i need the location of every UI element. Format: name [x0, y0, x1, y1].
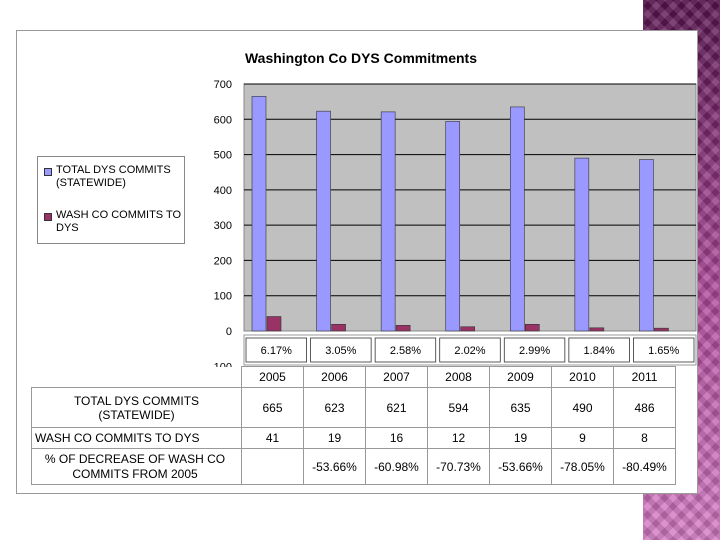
year-header: 2010: [551, 366, 614, 388]
table-cell: -80.49%: [613, 448, 676, 485]
table-cell: 41: [241, 427, 304, 449]
percent-label: 3.05%: [325, 345, 356, 357]
bar-wash-co-2006: [331, 323, 346, 332]
bar-total-2011: [639, 159, 654, 332]
percent-box: [503, 337, 566, 363]
percent-box: [633, 337, 695, 363]
bar-wash-co-2007: [395, 325, 411, 332]
legend-label-total: TOTAL DYS COMMITS (STATEWIDE): [56, 164, 171, 189]
year-header: 2007: [365, 366, 428, 388]
table-cell: 594: [427, 387, 490, 428]
bar-total-2005: [251, 96, 267, 332]
bar-total-2008: [445, 121, 461, 332]
bar-wash-co-2011: [654, 327, 669, 332]
table-cell: -70.73%: [427, 448, 490, 485]
row-label-decrease: % OF DECREASE OF WASH CO COMMITS FROM 20…: [31, 448, 242, 485]
bar-total-2009: [509, 106, 525, 332]
y-tick-label: 700: [214, 79, 232, 91]
data-table: 2005 2006 2007 2008 2009 2010 2011 TOTAL…: [31, 366, 676, 485]
table-cell: -53.66%: [303, 448, 366, 485]
table-row: TOTAL DYS COMMITS (STATEWIDE) 665 623 62…: [31, 387, 676, 428]
table-cell: -60.98%: [365, 448, 428, 485]
table-cell: 19: [489, 427, 552, 449]
y-tick-label: 300: [214, 220, 232, 232]
table-cell: 621: [365, 387, 428, 428]
bar-wash-co-2010: [589, 327, 605, 332]
y-tick-label: 0: [226, 326, 232, 338]
y-tick-label: 200: [214, 255, 232, 267]
legend-item-wash-co: WASH CO COMMITS TO DYS: [44, 209, 188, 235]
chart-title: Washington Co DYS Commitments: [245, 50, 477, 66]
y-tick-label: 600: [214, 114, 232, 126]
percent-box: [439, 337, 501, 363]
percent-label: 6.17%: [261, 345, 292, 357]
table-cell: 486: [613, 387, 676, 428]
y-tick-label: 400: [214, 185, 232, 197]
table-row: WASH CO COMMITS TO DYS 41 19 16 12 19 9 …: [31, 427, 676, 449]
percent-label: 2.58%: [390, 345, 421, 357]
table-cell: 623: [303, 387, 366, 428]
chart-legend: TOTAL DYS COMMITS (STATEWIDE) WASH CO CO…: [37, 156, 185, 244]
bar-total-2010: [574, 157, 590, 332]
table-cell: 12: [427, 427, 490, 449]
table-header-row: 2005 2006 2007 2008 2009 2010 2011: [31, 366, 676, 388]
year-header: 2006: [303, 366, 366, 388]
table-cell: 16: [365, 427, 428, 449]
plot-area: [243, 83, 697, 332]
table-row: % OF DECREASE OF WASH CO COMMITS FROM 20…: [31, 448, 676, 485]
table-cell: 490: [551, 387, 614, 428]
year-header: 2011: [613, 366, 676, 388]
legend-label-wash-co: WASH CO COMMITS TO DYS: [56, 209, 182, 234]
table-cell: 635: [489, 387, 552, 428]
bar-total-2007: [380, 111, 396, 332]
table-cell: [241, 448, 304, 485]
row-label-text: % OF DECREASE OF WASH CO COMMITS FROM 20…: [44, 451, 226, 481]
y-tick-label: 500: [214, 150, 232, 162]
table-cell: 8: [613, 427, 676, 449]
percent-label: 2.02%: [454, 345, 485, 357]
legend-swatch-total: [44, 168, 52, 176]
percent-box: [568, 337, 630, 363]
percent-label: 2.99%: [519, 345, 550, 357]
legend-swatch-wash-co: [44, 213, 52, 221]
table-cell: 19: [303, 427, 366, 449]
percent-label: 1.84%: [584, 345, 615, 357]
table-cell: -53.66%: [489, 448, 552, 485]
table-corner: [31, 366, 242, 388]
legend-item-total: TOTAL DYS COMMITS (STATEWIDE): [44, 164, 188, 190]
bar-wash-co-2008: [460, 326, 476, 332]
table-cell: 665: [241, 387, 304, 428]
table-cell: 9: [551, 427, 614, 449]
bar-wash-co-2005: [266, 316, 282, 332]
y-tick-label: 100: [214, 291, 232, 303]
row-label-wash-co: WASH CO COMMITS TO DYS: [31, 427, 242, 449]
bar-total-2006: [316, 110, 331, 332]
row-label-total: TOTAL DYS COMMITS (STATEWIDE): [31, 387, 242, 428]
year-header: 2009: [489, 366, 552, 388]
bar-wash-co-2009: [524, 323, 540, 332]
year-header: 2008: [427, 366, 490, 388]
percent-box: [310, 337, 372, 363]
percent-label: 1.65%: [648, 345, 679, 357]
percent-box: [374, 337, 437, 363]
percent-box: [245, 337, 307, 363]
row-label-text: TOTAL DYS COMMITS (STATEWIDE): [73, 393, 200, 422]
year-header: 2005: [241, 366, 304, 388]
table-cell: -78.05%: [551, 448, 614, 485]
